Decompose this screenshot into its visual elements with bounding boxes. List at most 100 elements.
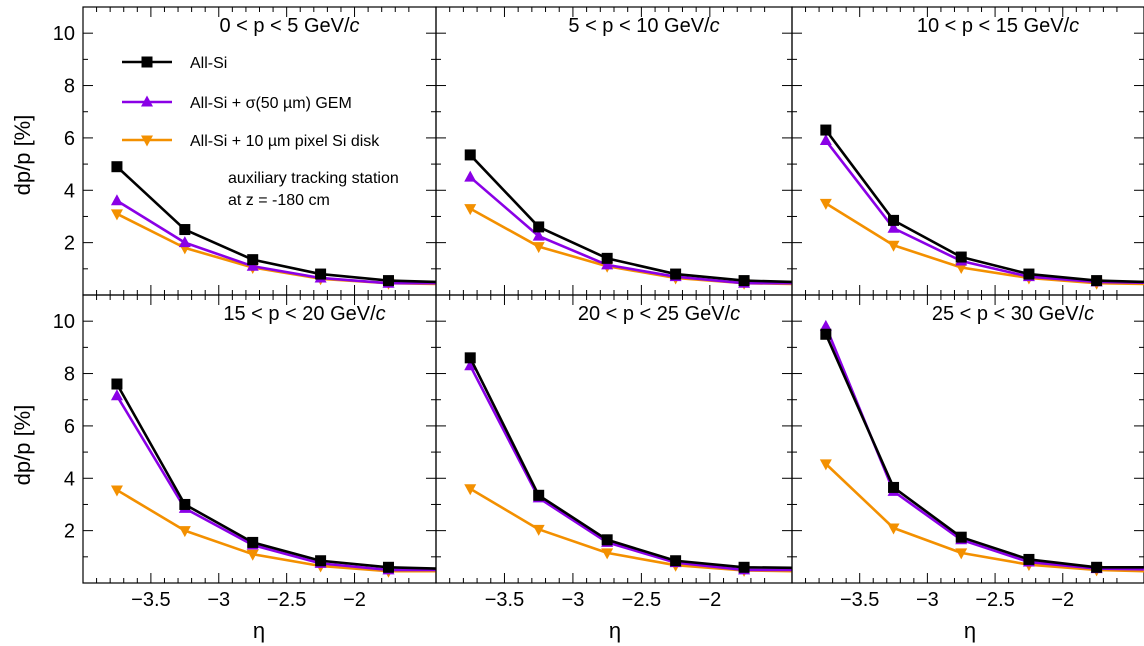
y-tick-label: 4	[64, 468, 75, 490]
y-tick-label: 2	[64, 521, 75, 543]
y-tick-label: 8	[64, 76, 75, 98]
panel-5-frame	[435, 294, 793, 584]
legend-marker	[141, 135, 153, 147]
series-line-2	[116, 199, 436, 285]
data-point-series-2	[464, 359, 477, 371]
legend-entry-1: All-Si	[122, 55, 227, 72]
x-tick-label: −2	[1051, 589, 1074, 611]
legend-label: All-Si + σ(50 µm) GEM	[190, 95, 352, 112]
axis-labels-layer: dp/p [%] dp/p [%] η η η	[10, 115, 976, 643]
data-point-series-1	[247, 536, 259, 548]
legend-label: All-Si	[190, 55, 227, 72]
y-tick-label: 10	[53, 23, 75, 45]
series-line-3	[824, 462, 1144, 573]
legend-entry-2: All-Si + σ(50 µm) GEM	[122, 95, 352, 112]
panel-3-frame	[791, 6, 1144, 296]
legend-marker	[141, 95, 153, 107]
series-line-2	[115, 395, 436, 572]
data-point-series-2	[110, 194, 123, 206]
data-point-series-3	[955, 263, 968, 275]
data-point-series-3	[887, 523, 900, 535]
series-line-1	[824, 333, 1144, 569]
data-point-series-3	[110, 485, 123, 497]
data-point-series-2	[819, 319, 832, 331]
panel-6-title: 25 < p < 30 GeV/c	[932, 303, 1094, 325]
panel-3: 10 < p < 15 GeV/c	[791, 6, 1144, 296]
data-point-series-1	[464, 149, 476, 161]
data-point-series-1	[315, 268, 327, 280]
data-point-series-3	[887, 240, 900, 252]
data-point-series-1	[888, 481, 900, 493]
panel-4-title: 15 < p < 20 GeV/c	[223, 303, 385, 325]
panel-5-title: 20 < p < 25 GeV/c	[578, 303, 740, 325]
panel-6: −3.5 −3 −2.5 −2 25 < p < 30 GeV/c	[791, 294, 1144, 611]
y-axis-label-bottom: dp/p [%]	[10, 405, 35, 486]
x-tick-label: −3.5	[131, 589, 170, 611]
data-point-series-1	[247, 254, 259, 266]
data-point-series-1	[1023, 553, 1035, 565]
data-point-series-2	[246, 259, 259, 271]
data-point-series-1	[820, 124, 832, 136]
legend: All-Si All-Si + σ(50 µm) GEM All-Si + 10 µ…	[122, 55, 380, 150]
data-point-series-1	[820, 328, 832, 340]
y-tick-label: 6	[64, 416, 75, 438]
data-point-series-2	[532, 229, 545, 241]
series-line-2	[469, 176, 792, 285]
data-point-series-1	[111, 378, 123, 390]
y-axis-label-top: dp/p [%]	[10, 115, 35, 196]
data-point-series-1	[533, 221, 545, 233]
data-point-series-3	[464, 484, 477, 496]
y-tick-label: 8	[64, 364, 75, 386]
panel-4-frame	[82, 294, 437, 584]
data-point-series-3	[246, 549, 259, 561]
data-point-series-1	[464, 352, 476, 364]
data-point-series-3	[464, 204, 477, 216]
panel-1-title: 0 < p < 5 GeV/c	[219, 15, 359, 37]
annotation: auxiliary tracking station at z = -180 c…	[228, 170, 399, 209]
x-tick-label: −2	[698, 589, 721, 611]
data-point-series-1	[1091, 561, 1103, 573]
data-point-series-1	[738, 275, 750, 287]
series-line-1	[116, 165, 437, 284]
panels-layer: 2 4 6 8 10 0 < p < 5 GeV/c 5 < p < 10 GeV/c 10 …	[53, 6, 1144, 611]
x-tick-label: −3.5	[840, 589, 879, 611]
series-line-3	[825, 202, 1144, 286]
data-point-series-2	[464, 170, 477, 182]
data-point-series-1	[111, 161, 123, 173]
data-point-series-3	[819, 459, 832, 471]
series-line-3	[469, 487, 793, 573]
data-point-series-1	[601, 252, 613, 264]
data-point-series-3	[819, 198, 832, 210]
x-tick-label: −3	[207, 589, 230, 611]
data-point-series-1	[179, 498, 191, 510]
data-point-series-2	[887, 221, 900, 233]
series-line-2	[824, 139, 1144, 284]
data-point-series-1	[670, 268, 682, 280]
data-point-series-1	[1091, 275, 1103, 287]
panel-2-frame	[435, 6, 793, 296]
data-point-series-1	[601, 534, 613, 546]
data-point-series-3	[601, 548, 614, 560]
data-point-series-1	[382, 275, 394, 287]
data-point-series-3	[178, 526, 191, 538]
x-axis-label-col2: η	[609, 618, 621, 643]
y-tick-label: 6	[64, 128, 75, 150]
data-point-series-1	[955, 531, 967, 543]
data-point-series-3	[532, 242, 545, 254]
data-point-series-1	[888, 214, 900, 226]
x-tick-label: −2.5	[622, 589, 661, 611]
data-point-series-1	[533, 489, 545, 501]
x-tick-label: −3.5	[485, 589, 524, 611]
data-point-series-2	[178, 236, 191, 248]
data-point-series-1	[670, 555, 682, 567]
x-tick-label: −2.5	[267, 589, 306, 611]
series-line-2	[824, 325, 1144, 571]
y-tick-label: 2	[64, 233, 75, 255]
data-point-series-1	[1023, 268, 1035, 280]
data-point-series-1	[738, 561, 750, 573]
annotation-line-1: auxiliary tracking station	[228, 170, 399, 187]
panel-1: 2 4 6 8 10 0 < p < 5 GeV/c	[53, 6, 437, 296]
data-point-series-1	[955, 251, 967, 263]
legend-marker	[141, 56, 153, 68]
